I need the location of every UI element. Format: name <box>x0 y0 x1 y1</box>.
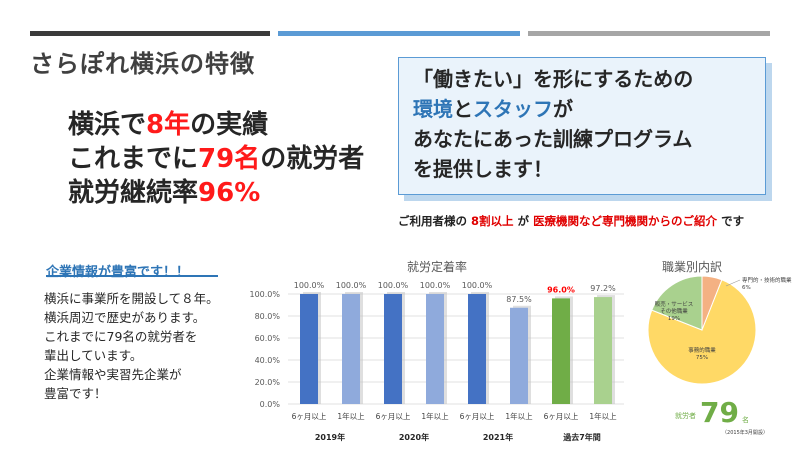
pie-slice-label: 事務的職業 75% <box>688 346 716 361</box>
y-tick-label: 40.0% <box>255 356 281 365</box>
top-bar-gray <box>528 31 770 36</box>
pie-slice <box>647 279 757 385</box>
bar-value-label: 100.0% <box>378 281 409 290</box>
bar-value-label: 96.0% <box>547 285 575 294</box>
company-info-line: 豊富です！ <box>44 386 107 401</box>
fact-years: 横浜で8年の実績 <box>68 110 269 140</box>
x-tick-label: 6ヶ月以上 <box>460 412 495 421</box>
bar <box>300 294 318 404</box>
total-unit: 名 <box>742 415 749 424</box>
pie-slice <box>651 275 703 331</box>
pie-leader-line <box>725 279 741 287</box>
y-tick-label: 20.0% <box>255 378 281 387</box>
bar-value-label: 87.5% <box>506 295 532 304</box>
x-tick-label: 6ヶ月以上 <box>292 412 327 421</box>
callout-line-3: あなたにあった訓練プログラム <box>413 127 693 151</box>
group-label: 2021年 <box>483 432 513 442</box>
bar <box>426 294 444 404</box>
date-note: （2015年3月開設） <box>722 429 768 436</box>
company-info-line: これまでに79名の就労者を <box>44 329 198 344</box>
company-info-title: 企業情報が豊富です！！ <box>46 265 190 280</box>
company-info-underline <box>46 275 218 277</box>
x-tick-label: 6ヶ月以上 <box>376 412 411 421</box>
bar-value-label: 100.0% <box>462 281 493 290</box>
callout-line-2: 環境とスタッフが <box>413 97 573 121</box>
referral-note: ご利用者様の 8割以上 が 医療機関など専門機関からのご紹介 です <box>398 214 745 228</box>
total-label: 就労者 <box>675 411 696 420</box>
company-info-line: 横浜に事業所を開設して８年。 <box>44 291 219 306</box>
page-title: さらぽれ横浜の特徴 <box>30 50 255 78</box>
bar <box>384 294 402 404</box>
bar-value-label: 100.0% <box>336 281 367 290</box>
y-tick-label: 60.0% <box>255 334 281 343</box>
pie-slice-label: 専門的・技術的職業 6% <box>742 276 792 291</box>
fact-retention: 就労継続率96% <box>68 178 261 208</box>
callout-line-4: を提供します！ <box>413 157 553 181</box>
top-bar-blue <box>278 31 520 36</box>
company-info-line: 企業情報や実習先企業が <box>44 367 182 382</box>
pie-slice-label: 販売・サービスその他職業 19% <box>655 300 694 322</box>
bar-value-label: 100.0% <box>294 281 325 290</box>
bar <box>552 298 570 404</box>
bar <box>594 297 612 404</box>
pie-chart-title: 職業別内訳 <box>662 260 723 274</box>
x-tick-label: 1年以上 <box>589 411 617 421</box>
group-label: 2019年 <box>315 432 345 442</box>
top-bar-dark <box>30 31 270 36</box>
company-info-line: 横浜周辺で歴史があります。 <box>44 310 206 325</box>
y-tick-label: 0.0% <box>260 400 281 409</box>
bar <box>510 307 528 404</box>
callout-line-1: 「働きたい」を形にするための <box>413 67 694 91</box>
company-info-line: 輩出しています。 <box>44 348 143 363</box>
x-tick-label: 1年以上 <box>421 411 449 421</box>
total-value: 79 <box>700 396 739 429</box>
group-label: 過去7年間 <box>562 432 601 442</box>
fact-employed: これまでに79名の就労者 <box>68 144 365 174</box>
x-tick-label: 1年以上 <box>337 411 365 421</box>
occupation-pie-chart: 専門的・技術的職業 6% 事務的職業 75% 販売・サービスその他職業 19% 就労者 79 名… <box>647 275 792 436</box>
bar <box>342 294 360 404</box>
y-tick-label: 80.0% <box>255 312 281 321</box>
bar-value-label: 100.0% <box>420 281 451 290</box>
bar-value-label: 97.2% <box>590 284 616 293</box>
company-info-text: 横浜に事業所を開設して８年。 横浜周辺で歴史があります。 これまでに79名の就労… <box>44 289 219 403</box>
y-tick-label: 100.0% <box>249 290 280 299</box>
retention-bar-chart: 0.0% 20.0% 40.0% 60.0% 80.0% 100.0% 100.0% 6ヶ月以… <box>249 281 624 442</box>
bar-chart-title: 就労定着率 <box>407 260 468 274</box>
callout-box: 「働きたい」を形にするための 環境とスタッフが あなたにあった訓練プログラム を… <box>398 57 766 195</box>
bar <box>468 294 486 404</box>
x-tick-label: 6ヶ月以上 <box>544 412 579 421</box>
key-facts: 横浜で8年の実績 これまでに79名の就労者 就労継続率96% <box>68 108 364 210</box>
group-label: 2020年 <box>399 432 429 442</box>
x-tick-label: 1年以上 <box>505 411 533 421</box>
